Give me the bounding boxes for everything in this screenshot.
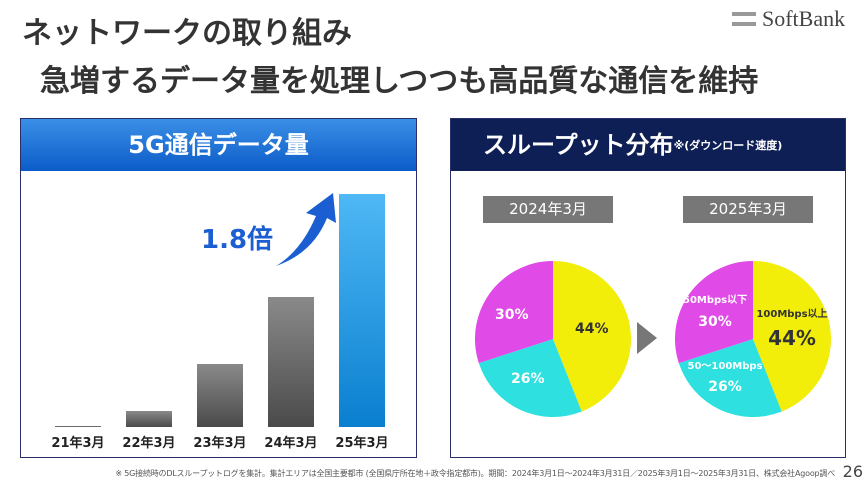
logo-text: SoftBank: [762, 6, 846, 31]
throughput-header: スループット分布※(ダウンロード速度): [451, 119, 845, 171]
pie2-high-label: 100Mbps以上: [756, 309, 828, 320]
bar-24年3月: [268, 296, 314, 427]
pie2-low-label: 50Mbps以下: [683, 295, 748, 306]
pie-slice-100Mbps以上: [553, 261, 631, 412]
pie1-low-value: 30%: [495, 307, 529, 323]
pie-slice-50Mbps以下: [475, 261, 553, 364]
logo-bars-icon: [732, 12, 756, 26]
throughput-panel: スループット分布※(ダウンロード速度) 2024年3月 2025年3月 30% …: [450, 118, 846, 458]
x-tick-label: 23年3月: [193, 436, 247, 451]
throughput-subtitle: (ダウンロード速度): [684, 139, 783, 152]
pie2-mid-label: 50〜100Mbps: [687, 361, 763, 372]
pie2-high-value: 44%: [768, 326, 816, 350]
page-number: 26: [842, 462, 863, 481]
footnote: ※ 5G接続時のDLスループットログを集計。集計エリアは全国主要都市 (全国県庁…: [115, 469, 835, 478]
pie2-low-value: 30%: [698, 314, 732, 330]
bar-22年3月: [126, 410, 172, 427]
pie-slice-50Mbps以下: [675, 261, 753, 364]
x-tick-label: 24年3月: [264, 436, 318, 451]
bar-25年3月: [339, 194, 385, 427]
arrow-right-icon: [637, 322, 657, 354]
bar-21年3月: [55, 425, 101, 427]
year-label-2025: 2025年3月: [683, 196, 813, 223]
pie-slice-100Mbps以上: [753, 261, 831, 412]
x-tick-label: 22年3月: [122, 436, 176, 451]
pie-slice-50〜100Mbps: [678, 339, 782, 417]
throughput-title: スループット分布: [483, 131, 674, 159]
bar-23年3月: [197, 364, 243, 427]
note-mark: ※: [673, 139, 685, 152]
year-label-2024: 2024年3月: [483, 196, 613, 223]
pie2-mid-value: 26%: [708, 379, 742, 395]
growth-multiplier: 1.8倍: [201, 225, 274, 255]
growth-arrow-icon: [276, 193, 336, 266]
data-volume-panel: 5G通信データ量 21年3月 22年3月 23年3月 24年3月 25年3月 1.8倍: [20, 118, 417, 458]
pie1-mid-value: 26%: [511, 371, 545, 387]
x-tick-label: 21年3月: [51, 436, 105, 451]
page-subtitle: 急増するデータ量を処理しつつも高品質な通信を維持: [40, 64, 759, 99]
pie1-high-value: 44%: [575, 321, 609, 337]
pie-slice-50〜100Mbps: [478, 339, 582, 417]
page-title: ネットワークの取り組み: [22, 16, 352, 51]
data-volume-header: 5G通信データ量: [21, 119, 416, 171]
x-tick-label: 25年3月: [335, 436, 389, 451]
pie-2024: [475, 261, 631, 417]
softbank-logo: SoftBank: [732, 6, 845, 32]
pie-2025: [675, 261, 831, 417]
